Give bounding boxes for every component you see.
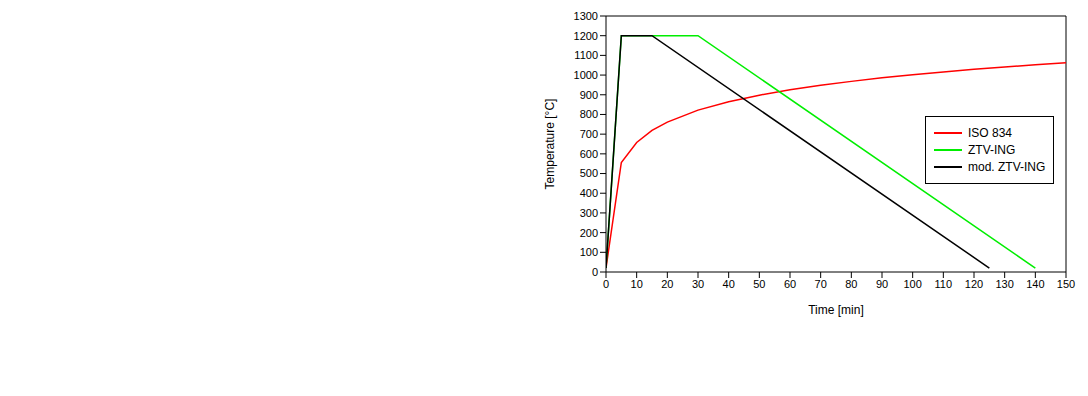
svg-text:130: 130 (995, 278, 1013, 290)
svg-text:1200: 1200 (574, 30, 598, 42)
svg-text:300: 300 (580, 207, 598, 219)
svg-text:600: 600 (580, 148, 598, 160)
svg-text:120: 120 (965, 278, 983, 290)
svg-text:20: 20 (661, 278, 673, 290)
html-text:ISO 834: ISO 834 (968, 126, 1012, 140)
svg-text:10: 10 (631, 278, 643, 290)
svg-text:400: 400 (580, 187, 598, 199)
svg-text:100: 100 (580, 246, 598, 258)
svg-text:80: 80 (845, 278, 857, 290)
svg-text:Time [min]: Time [min] (808, 303, 864, 317)
svg-text:50: 50 (753, 278, 765, 290)
html-text:mod. ZTV-ING: mod. ZTV-ING (968, 160, 1046, 174)
svg-text:800: 800 (580, 108, 598, 120)
svg-text:0: 0 (592, 266, 598, 278)
svg-text:1000: 1000 (574, 69, 598, 81)
svg-text:60: 60 (784, 278, 796, 290)
svg-text:30: 30 (692, 278, 704, 290)
svg-text:70: 70 (815, 278, 827, 290)
svg-text:700: 700 (580, 128, 598, 140)
svg-text:1100: 1100 (574, 49, 598, 61)
svg-text:200: 200 (580, 227, 598, 239)
svg-text:0: 0 (603, 278, 609, 290)
svg-text:90: 90 (876, 278, 888, 290)
svg-text:900: 900 (580, 89, 598, 101)
svg-text:110: 110 (935, 278, 953, 290)
svg-text:140: 140 (1026, 278, 1044, 290)
svg-text:500: 500 (580, 167, 598, 179)
svg-text:1300: 1300 (574, 10, 598, 22)
html-text:ZTV-ING: ZTV-ING (968, 143, 1016, 157)
svg-text:Temperature [°C]: Temperature [°C] (543, 99, 557, 190)
svg-text:40: 40 (723, 278, 735, 290)
svg-text:100: 100 (903, 278, 921, 290)
svg-text:150: 150 (1057, 278, 1075, 290)
